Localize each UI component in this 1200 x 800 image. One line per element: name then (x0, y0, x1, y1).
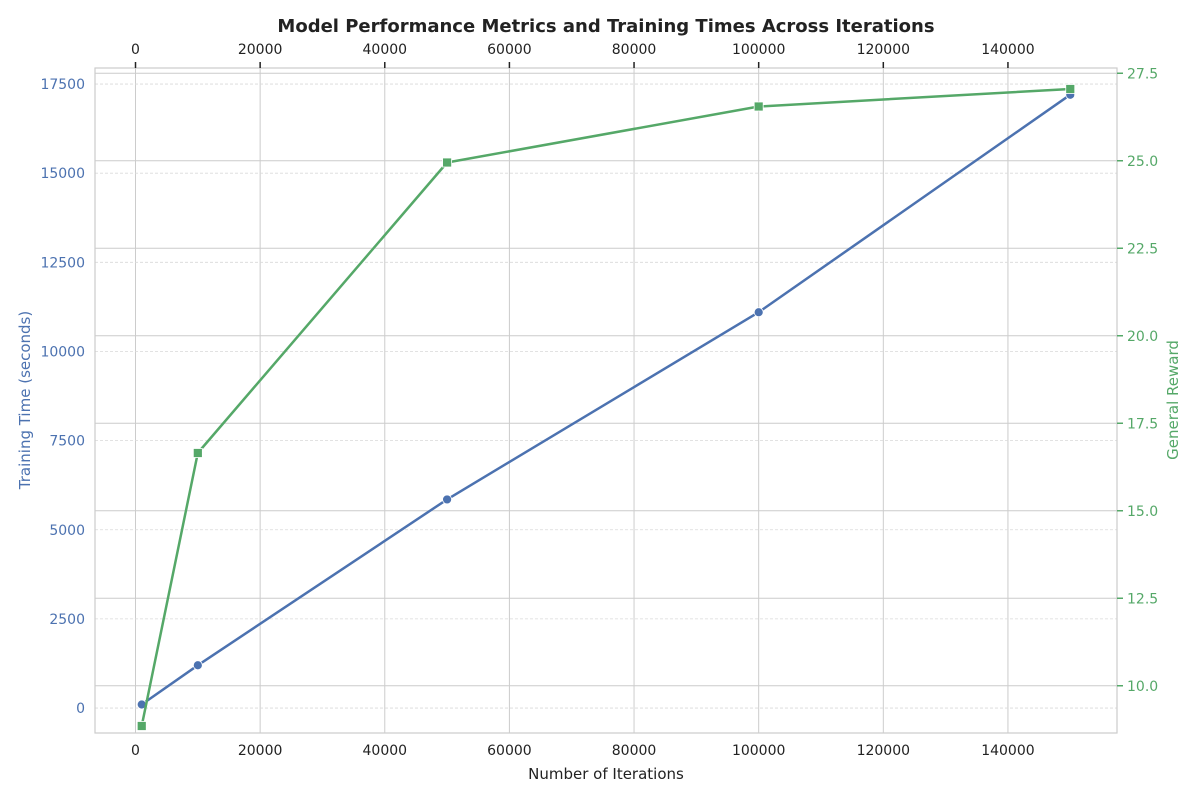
x-top-tick-label: 140000 (981, 42, 1034, 58)
x-tick-label: 60000 (487, 743, 532, 759)
y2-tick-label: 17.5 (1127, 416, 1158, 432)
x-axis-label: Number of Iterations (528, 765, 684, 783)
x-tick-label: 40000 (363, 743, 408, 759)
y-tick-label: 5000 (49, 523, 85, 539)
training-time-point (192, 660, 203, 671)
y2-tick-label: 15.0 (1127, 504, 1158, 520)
series-layer (136, 84, 1076, 731)
x-tick-label: 120000 (857, 743, 910, 759)
general-reward-point (1065, 84, 1076, 94)
y-tick-label: 2500 (49, 612, 85, 628)
training-time-line (140, 93, 1072, 706)
y-tick-label: 7500 (49, 434, 85, 450)
x-tick-label: 100000 (732, 743, 785, 759)
y-tick-label: 10000 (40, 344, 85, 360)
y-tick-label: 17500 (40, 77, 85, 93)
y-tick-label: 15000 (40, 166, 85, 182)
x-top-tick-label: 100000 (732, 42, 785, 58)
chart-title: Model Performance Metrics and Training T… (277, 16, 934, 37)
y2-tick-label: 22.5 (1127, 241, 1158, 257)
x-tick-label: 140000 (981, 743, 1034, 759)
general-reward-line (140, 87, 1071, 727)
x-top-tick-label: 20000 (238, 42, 283, 58)
y2-tick-label: 10.0 (1127, 679, 1158, 695)
training-time-point (753, 307, 764, 318)
y2-tick-label: 20.0 (1127, 329, 1158, 345)
x-top-tick-label: 0 (131, 42, 140, 58)
y-tick-label: 12500 (40, 255, 85, 271)
x-top-tick-label: 80000 (612, 42, 657, 58)
general-reward-point (442, 157, 452, 168)
general-reward-point (192, 448, 203, 458)
x-top-tick-label: 120000 (857, 42, 910, 58)
y2-tick-label: 27.5 (1127, 66, 1158, 82)
general-reward-point (136, 721, 147, 731)
y2-axis-label: General Reward (1164, 340, 1182, 460)
plot-frame (94, 67, 1118, 734)
grid-layer (95, 68, 1117, 733)
x-tick-label: 0 (131, 743, 140, 759)
general-reward-point (753, 101, 764, 112)
x-tick-label: 80000 (612, 743, 657, 759)
y2-tick-label: 25.0 (1127, 154, 1158, 170)
x-top-tick-label: 40000 (363, 42, 408, 58)
ticks-layer: 0 0 20000 20000 40000 40000 60000 60000 80000 800… (40, 42, 1158, 759)
training-time-point (442, 494, 452, 505)
x-top-tick-label: 60000 (487, 42, 532, 58)
y-axis-label: Training Time (seconds) (16, 311, 34, 490)
y2-tick-label: 12.5 (1127, 591, 1158, 607)
x-tick-label: 20000 (238, 743, 283, 759)
y-tick-label: 0 (76, 701, 85, 717)
